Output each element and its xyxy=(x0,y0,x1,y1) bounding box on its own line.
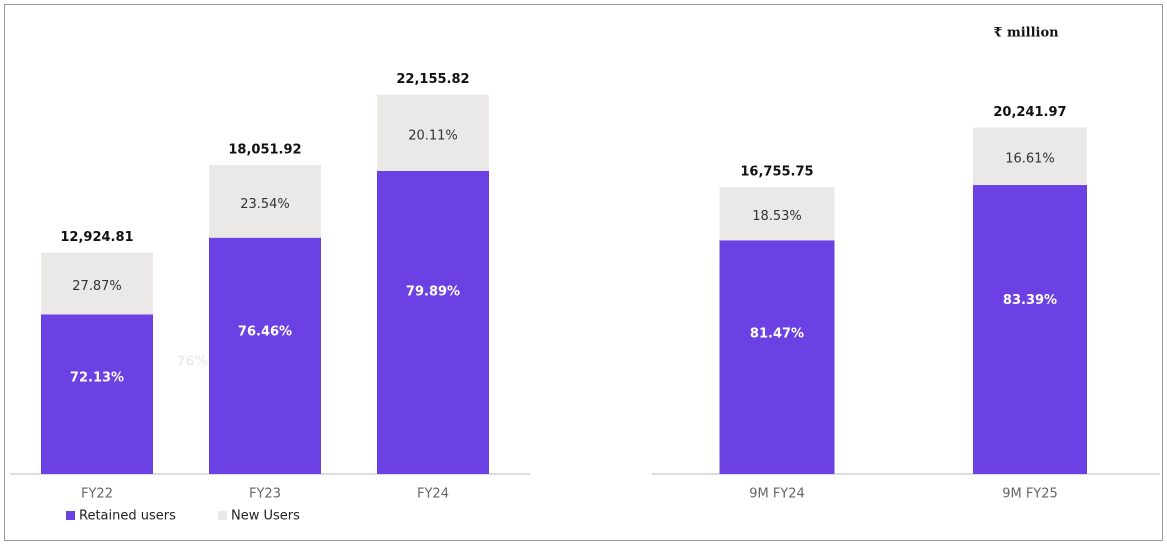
bar-segment xyxy=(719,240,835,474)
value-label: 23.54% xyxy=(240,197,290,212)
bar-segment xyxy=(41,252,153,315)
value-label: 18.53% xyxy=(752,209,802,224)
value-label: 27.87% xyxy=(72,279,122,294)
bar-segment xyxy=(377,170,489,474)
x-tick-label: FY22 xyxy=(81,487,113,502)
value-label: 72.13% xyxy=(70,371,124,386)
legend-swatch xyxy=(218,511,227,520)
frame xyxy=(4,4,1163,541)
bar-segment xyxy=(377,94,489,171)
x-tick-label: FY23 xyxy=(249,487,281,502)
bar-segment xyxy=(973,185,1087,474)
legend-swatch xyxy=(66,511,75,520)
legend-label: Retained users xyxy=(79,509,176,524)
value-label: 79.89% xyxy=(406,285,460,300)
x-tick-label: 9M FY25 xyxy=(1002,487,1058,502)
total-label: 22,155.82 xyxy=(396,72,469,87)
bar-segment xyxy=(41,314,153,474)
value-label: 83.39% xyxy=(1003,293,1057,308)
bar-segment xyxy=(209,164,321,238)
value-label: 76.46% xyxy=(238,325,292,340)
bar-segment xyxy=(719,187,835,241)
legend-label: New Users xyxy=(231,509,300,524)
annotation: 76% xyxy=(176,355,207,370)
value-label: 20.11% xyxy=(408,128,458,143)
value-label: 81.47% xyxy=(750,326,804,341)
bar-segment xyxy=(973,127,1087,186)
total-label: 12,924.81 xyxy=(60,230,133,245)
x-tick-label: 9M FY24 xyxy=(749,487,805,502)
x-tick-label: FY24 xyxy=(417,487,449,502)
unit-label: ₹ million xyxy=(993,26,1059,41)
value-label: 16.61% xyxy=(1005,152,1055,167)
total-label: 20,241.97 xyxy=(993,105,1066,120)
total-label: 18,051.92 xyxy=(228,142,301,157)
total-label: 16,755.75 xyxy=(740,165,813,180)
bar-segment xyxy=(209,237,321,474)
